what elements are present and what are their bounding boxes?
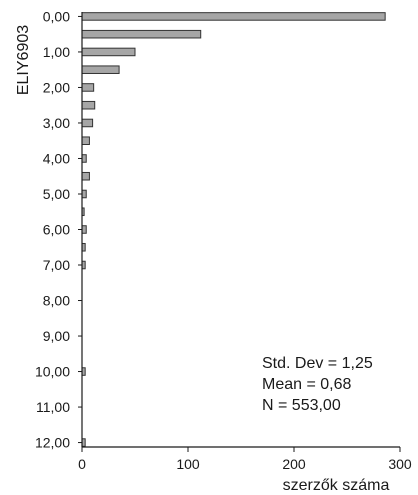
- y-tick-label: 1,00: [43, 44, 70, 60]
- x-tick-label: 0: [78, 456, 86, 472]
- y-tick-label: 7,00: [43, 257, 70, 273]
- bar-3,50: [81, 136, 90, 145]
- bar-1,00: [81, 47, 136, 57]
- y-tick-label: 4,00: [43, 150, 70, 166]
- y-ticks-group: 0,00 1,00 2,00 3,00 4,00 5,00 6,00 7,00 8,00 9,00…: [35, 8, 82, 451]
- bar-4,00: [81, 154, 87, 163]
- bar-2,00: [81, 83, 95, 92]
- y-tick-label: 12,00: [35, 435, 70, 451]
- x-tick-label: 100: [176, 456, 200, 472]
- x-tick-label: 200: [282, 456, 306, 472]
- bar-2,50: [81, 100, 96, 110]
- bar-1,50: [81, 65, 120, 74]
- y-tick-label: 9,00: [43, 328, 70, 344]
- y-tick-label: 0,00: [43, 8, 70, 24]
- bar-0,50: [81, 29, 202, 39]
- bar-3,00: [81, 118, 94, 128]
- y-tick-label: 10,00: [35, 364, 70, 380]
- bars-group: [81, 12, 386, 447]
- y-tick-label: 6,00: [43, 222, 70, 238]
- y-axis-title: ELIY6903: [15, 25, 32, 95]
- bar-0,00: [81, 12, 386, 21]
- y-tick-label: 8,00: [43, 293, 70, 309]
- bar-5,00: [81, 189, 87, 199]
- y-tick-label: 3,00: [43, 115, 70, 131]
- y-tick-label: 2,00: [43, 79, 70, 95]
- y-tick-label: 5,00: [43, 186, 70, 202]
- axes-group: [81, 12, 400, 448]
- std-dev-label: Std. Dev = 1,25: [262, 355, 373, 372]
- mean-label: Mean = 0,68: [262, 376, 352, 393]
- x-tick-label: 300: [388, 456, 412, 472]
- bar-4,50: [81, 171, 90, 181]
- x-axis-title: szerzők száma: [283, 477, 390, 494]
- x-ticks-group: 0 100 200 300: [78, 447, 412, 472]
- bar-6,00: [81, 225, 87, 234]
- n-label: N = 553,00: [262, 397, 341, 414]
- y-tick-label: 11,00: [36, 399, 70, 415]
